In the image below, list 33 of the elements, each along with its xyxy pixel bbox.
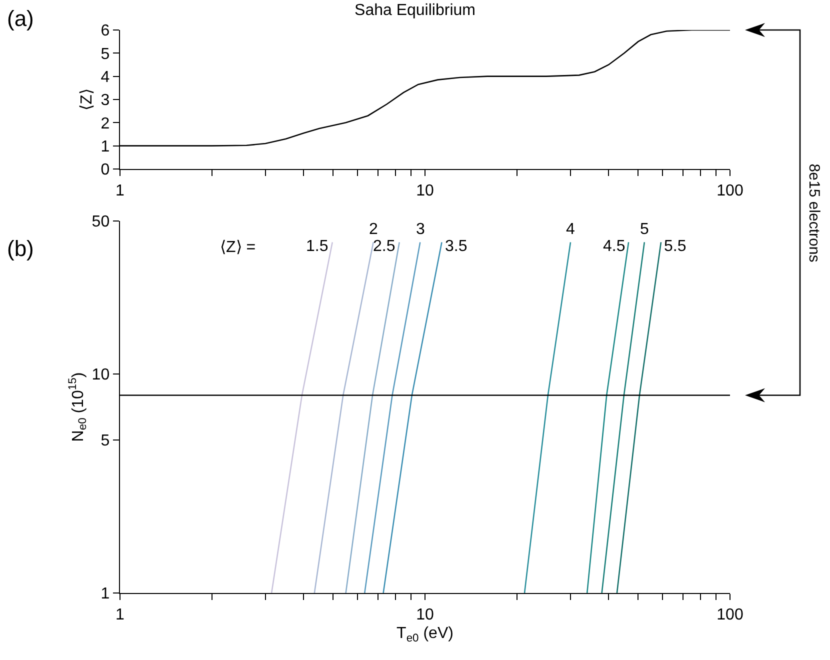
series-label: 2: [369, 221, 378, 238]
text: (a): [7, 6, 34, 31]
series-label: 1.5: [306, 238, 328, 255]
y-tick-label: 6: [100, 22, 110, 40]
x-tick-label: 1: [116, 182, 125, 200]
y-tick-label: 4: [100, 68, 110, 86]
y-tick-label: 5: [100, 432, 110, 450]
y-tick-label: 0: [100, 162, 110, 179]
x-tick-label: 10: [416, 182, 434, 200]
text: 8e15 electrons: [806, 163, 822, 262]
series-label: 2.5: [373, 238, 396, 255]
y-tick-label: 1: [100, 138, 110, 156]
series-label: 3: [416, 221, 425, 238]
y-axis-title: ⟨Z⟩: [78, 88, 96, 110]
x-axis-title: T$_{e0}$ (eV): [396, 625, 454, 644]
chart-title: Saha Equilibrium: [354, 2, 476, 20]
x-tick-label: 100: [716, 606, 744, 624]
y-tick-label: 1: [100, 586, 110, 603]
y-tick-label: 10: [92, 366, 110, 384]
text: (b): [7, 236, 34, 261]
series-label: 5: [640, 221, 649, 238]
series-label: 4: [566, 221, 575, 238]
x-tick-label: 100: [716, 182, 744, 200]
series-label: 5.5: [664, 238, 686, 255]
x-tick-label: 10: [416, 606, 434, 624]
y-tick-label: 2: [100, 115, 110, 132]
annotation: ⟨Z⟩ =: [220, 239, 256, 256]
series-label: 4.5: [603, 238, 626, 255]
x-tick-label: 1: [116, 606, 125, 624]
y-tick-label: 3: [100, 92, 110, 110]
y-tick-label: 50: [92, 214, 110, 231]
series-label: 3.5: [445, 238, 468, 255]
y-tick-label: 5: [100, 46, 110, 63]
